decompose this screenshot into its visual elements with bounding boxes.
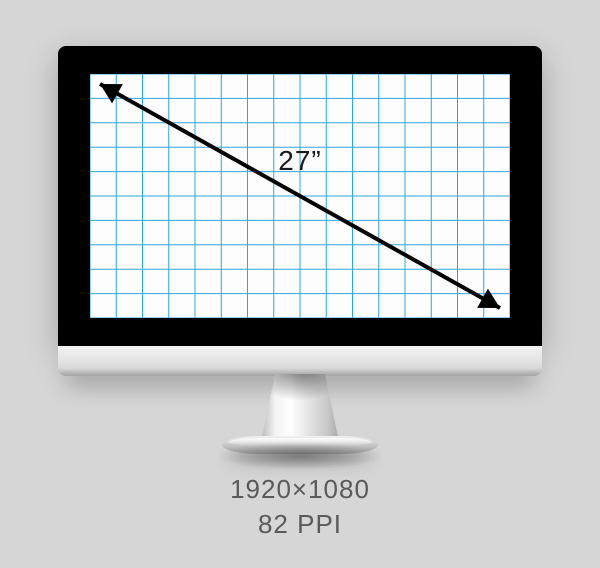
ppi-text: 82 PPI: [0, 507, 600, 542]
stand-neck: [261, 374, 339, 442]
monitor-screen: 27”: [90, 74, 510, 318]
resolution-text: 1920×1080: [0, 472, 600, 507]
monitor-bezel: 27”: [58, 46, 542, 346]
diagram-canvas: 27” 1920×1080 82 PPI: [0, 0, 600, 568]
stand-base: [222, 436, 378, 454]
spec-block: 1920×1080 82 PPI: [0, 472, 600, 542]
monitor-chin: [58, 346, 542, 376]
monitor-stand: [58, 376, 542, 442]
screen-grid: [90, 74, 510, 318]
monitor-illustration: 27”: [58, 46, 542, 442]
